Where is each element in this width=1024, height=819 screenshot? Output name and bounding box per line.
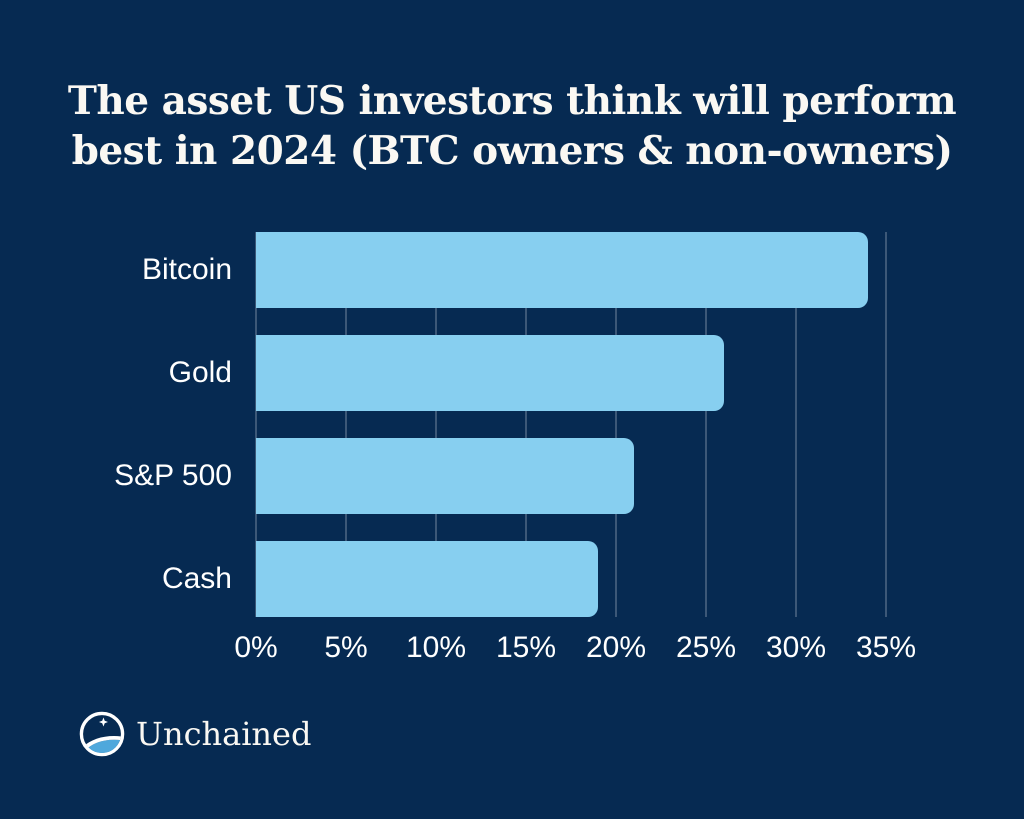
unchained-globe-icon [79, 711, 125, 757]
plot-area [255, 232, 887, 617]
x-tick-label-15%: 15% [495, 631, 557, 664]
chart-title-line-2: best in 2024 (BTC owners & non-owners) [71, 128, 953, 174]
x-tick-label-35%: 35% [855, 631, 917, 664]
x-tick-label-20%: 20% [585, 631, 647, 664]
bar-bitcoin [256, 232, 868, 308]
chart-title: The asset US investors think will perfor… [0, 76, 1024, 176]
gridline-15% [525, 232, 527, 617]
category-label-cash: Cash [161, 562, 232, 595]
gridline-5% [345, 232, 347, 617]
x-axis: 0% 5% 10% 15% 20% 25% 30% 35% [234, 631, 916, 667]
x-tick-label-5%: 5% [324, 631, 368, 664]
x-tick-label-30%: 30% [765, 631, 827, 664]
sparkle-star-icon [98, 717, 108, 727]
category-labels: Bitcoin Gold S&P 500 Cash [0, 232, 232, 617]
chart-title-line-1: The asset US investors think will perfor… [67, 78, 957, 124]
bar-cash [256, 541, 598, 617]
gridline-35% [885, 232, 887, 617]
logo-wordmark: Unchained [136, 715, 312, 753]
x-tick-label-25%: 25% [675, 631, 737, 664]
unchained-logo: Unchained [79, 710, 311, 758]
x-tick-label-10%: 10% [405, 631, 467, 664]
category-label-s-p-500: S&P 500 [114, 459, 232, 492]
bar-gold [256, 335, 724, 411]
gridline-20% [615, 232, 617, 617]
gridline-25% [705, 232, 707, 617]
category-label-gold: Gold [168, 356, 232, 389]
category-label-bitcoin: Bitcoin [141, 253, 232, 286]
gridline-10% [435, 232, 437, 617]
x-tick-label-0%: 0% [234, 631, 278, 664]
bar-s-p-500 [256, 438, 634, 514]
gridline-0% [255, 232, 257, 617]
gridline-30% [795, 232, 797, 617]
